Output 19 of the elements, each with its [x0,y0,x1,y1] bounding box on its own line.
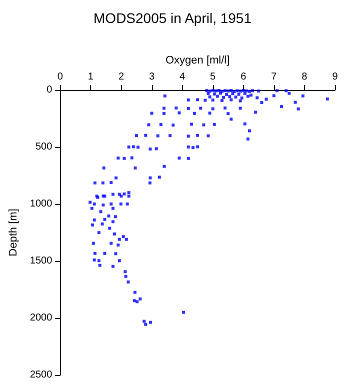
x-tick-label: 9 [332,72,338,82]
x-tick-label: 8 [302,72,308,82]
x-tick-label: 5 [210,72,216,82]
x-tick-label: 7 [271,72,278,82]
x-tick-label: 1 [88,72,94,82]
y-tick-label: 0 [46,84,53,96]
chart-title: MODS2005 in April, 1951 [94,10,252,26]
x-tick-label: 2 [118,72,124,82]
y-axis-title: Depth [m] [8,208,20,256]
x-tick-label: 3 [148,72,155,82]
x-tick-label: 6 [240,72,247,82]
y-tick-label: 2000 [30,312,53,324]
y-tick-label: 1500 [30,256,53,266]
x-tick-label: 0 [57,72,64,82]
y-tick-label: 500 [35,142,53,152]
x-tick-label: 4 [180,72,186,82]
y-tick-label: 1000 [30,198,53,210]
x-axis-title: Oxygen [ml/l] [165,54,230,66]
y-tick-label: 2500 [30,370,53,380]
